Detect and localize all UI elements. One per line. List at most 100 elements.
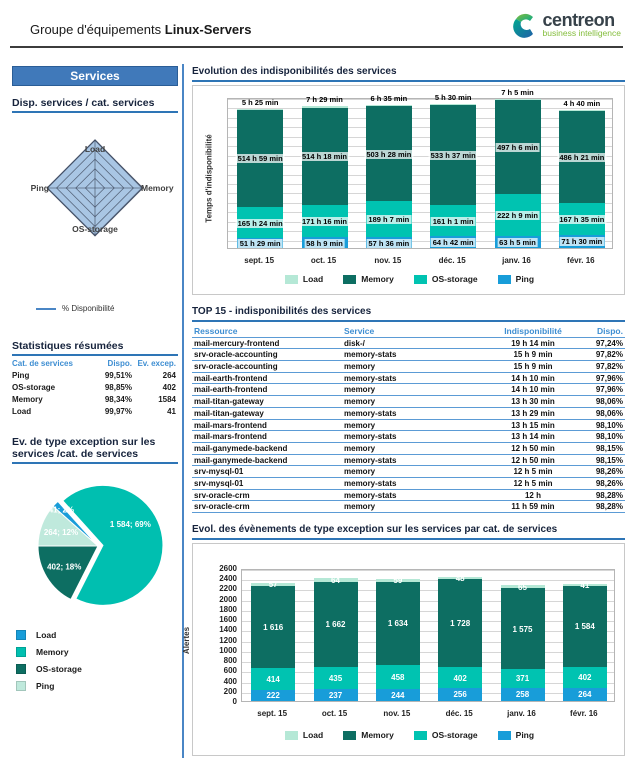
radar-legend-line-marker [36, 307, 56, 310]
bar-value-label: 189 h 7 min [366, 215, 412, 225]
bar-value-label: 5 h 30 min [434, 92, 472, 102]
top15-cell: srv-mysql-01 [194, 467, 244, 477]
stats-section-title: Statistiques résumées [12, 340, 178, 356]
top15-row: mail-ganymede-backend memory 12 h 50 min 98… [192, 443, 625, 455]
top15-row: mail-titan-gateway memory-stats 13 h 29 mi… [192, 408, 625, 420]
gridline [228, 212, 612, 214]
top15-cell: 98,06% [595, 397, 623, 407]
x-category-label: oct. 15 [310, 256, 337, 265]
stats-cell: OS-storage [12, 383, 56, 392]
top15-cell: mail-mars-frontend [194, 432, 267, 442]
stats-cell: 99,51% [104, 371, 132, 380]
top15-header-cell: Ressource [194, 326, 238, 336]
top15-header-cell: Service [344, 326, 375, 336]
legend-item-ping: Ping [497, 730, 535, 740]
gridline [228, 202, 612, 204]
stats-cell: 264 [162, 371, 176, 380]
bar-segment-load-janv16 [494, 99, 541, 101]
bar-value-label: 1 662 [325, 620, 346, 630]
availability-section-title: Evolution des indisponibilités des servi… [192, 66, 625, 82]
legend-item-os-storage: OS-storage [413, 730, 478, 740]
gridline [228, 165, 612, 167]
pie-slice-os-storage [37, 545, 99, 601]
y-tick-label: 1000 [219, 645, 237, 655]
stats-header-cell: Ev. excep. [137, 359, 176, 368]
main-content: Evolution des indisponibilités des servi… [182, 60, 626, 770]
bar-value-label: 237 [328, 690, 343, 700]
bar-value-label: 256 [453, 690, 467, 700]
radar-axis-label: Load [85, 144, 105, 154]
pie-legend-label: Load [36, 629, 57, 640]
gridline [242, 641, 614, 643]
top15-cell: mail-titan-gateway [194, 397, 264, 407]
stats-cell: 402 [162, 383, 176, 392]
bar-value-label: 64 h 42 min [430, 237, 476, 247]
bar-value-label: 258 [515, 690, 530, 700]
legend-label: Memory [361, 730, 394, 740]
availability-stacked-chart: Temps d'indisponibilité 51 h 29 min 165 h … [192, 85, 625, 295]
x-category-label: janv. 16 [502, 256, 531, 265]
top15-cell: memory-stats [344, 350, 397, 360]
stats-row: Memory 98,34% 1584 [12, 394, 178, 406]
pie-legend-swatch [16, 663, 26, 674]
radar-axis-label: OS-storage [72, 224, 118, 234]
gridline [228, 146, 612, 148]
bar-segment-ping-sept15 [251, 689, 296, 701]
chart-legend: Load Memory OS-storage Ping [193, 730, 626, 740]
bar-value-label: 371 [515, 674, 530, 684]
gridline [228, 193, 612, 195]
top15-cell: memory [344, 502, 376, 512]
top15-cell: 98,26% [595, 467, 623, 477]
bar-value-label: 1 584 [574, 622, 595, 632]
bar-value-label: 503 h 28 min [364, 149, 414, 159]
pie-legend-item-load: Load [16, 626, 82, 643]
top15-cell: 12 h 5 min [513, 467, 553, 477]
top15-cell: 98,10% [595, 420, 623, 430]
bar-value-label: 1 634 [387, 619, 408, 629]
bar-segment-os-storage-sept15 [251, 668, 296, 690]
stats-row: Load 99,97% 41 [12, 406, 178, 418]
top15-cell: srv-oracle-crm [194, 490, 250, 500]
legend-item-load: Load [284, 274, 323, 284]
top15-cell: mail-titan-gateway [194, 408, 264, 418]
top15-cell: 12 h [524, 490, 541, 500]
top15-header-row: Ressource Service Indisponibilité Dispo. [192, 326, 625, 338]
bar-segment-memory-nov15 [375, 581, 420, 666]
top15-row: srv-oracle-crm memory 11 h 59 min 98,28% [192, 501, 625, 513]
bar-segment-memory-oct15 [313, 581, 358, 667]
logo-text: centreon business intelligence [542, 10, 621, 38]
pie-slice-memory [62, 484, 164, 606]
stats-cell: 98,34% [104, 395, 132, 404]
y-axis-label: Temps d'indisponibilité [204, 133, 214, 223]
top15-row: mail-mars-frontend memory 13 h 15 min 98,10… [192, 420, 625, 432]
availability-radar-chart: Load Memory OS-storage Ping [12, 116, 178, 258]
logo-name: centreon [542, 10, 616, 30]
top15-cell: srv-oracle-accounting [194, 350, 278, 360]
bar-segment-load-févr16 [558, 110, 605, 112]
legend-item-memory: Memory [343, 274, 394, 284]
gridline [242, 621, 614, 623]
pie-legend-item-ping: Ping [16, 677, 82, 694]
top15-cell: 11 h 59 min [511, 502, 555, 512]
legend-swatch [343, 730, 357, 740]
legend-swatch [413, 274, 427, 284]
radar-legend: % Disponibilité [36, 304, 114, 313]
bar-value-label: 65 [518, 582, 527, 592]
top15-cell: mail-ganymede-backend [194, 455, 288, 465]
legend-label: Ping [515, 730, 535, 740]
y-tick-label: 2200 [219, 584, 237, 594]
pie-legend-swatch [16, 680, 26, 691]
bar-segment-load-févr16 [562, 583, 607, 586]
top15-cell: 15 h 9 min [513, 362, 553, 372]
top15-cell: 97,24% [595, 338, 623, 348]
bar-segment-ping-févr16 [562, 687, 607, 701]
legend-label: Ping [515, 274, 535, 284]
top15-row: mail-mercury-frontend disk-/ 19 h 14 min 97… [192, 338, 625, 350]
stats-cell: Load [12, 407, 32, 416]
bar-value-label: 402 [578, 673, 592, 683]
top15-cell: srv-mysql-01 [194, 478, 244, 488]
bar-value-label: 48 [455, 573, 465, 583]
top15-cell: 98,06% [595, 408, 623, 418]
gridline [228, 231, 612, 233]
legend-item-os-storage: OS-storage [413, 274, 478, 284]
